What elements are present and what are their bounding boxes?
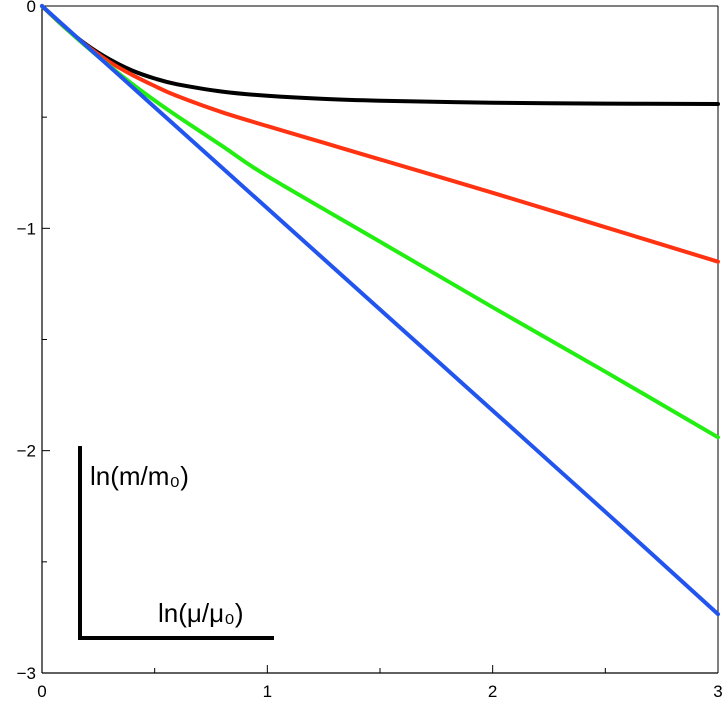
x-tick-label: 0 — [37, 682, 46, 701]
y-tick-label: −2 — [17, 442, 36, 461]
y-axis-label: ln(m/m₀) — [90, 461, 189, 491]
x-tick-label: 1 — [263, 682, 272, 701]
x-tick-label: 2 — [488, 682, 497, 701]
x-axis-label: ln(μ/μ₀) — [158, 598, 244, 628]
y-tick-label: −3 — [17, 664, 36, 683]
series-line-1 — [40, 4, 720, 106]
y-tick-label: 0 — [27, 0, 36, 16]
y-tick-label: −1 — [17, 219, 36, 238]
series-line-4 — [40, 4, 720, 617]
series-group — [40, 4, 720, 617]
x-tick-label: 3 — [713, 682, 722, 701]
series-line-3 — [40, 4, 720, 440]
series-line-2 — [40, 4, 720, 264]
